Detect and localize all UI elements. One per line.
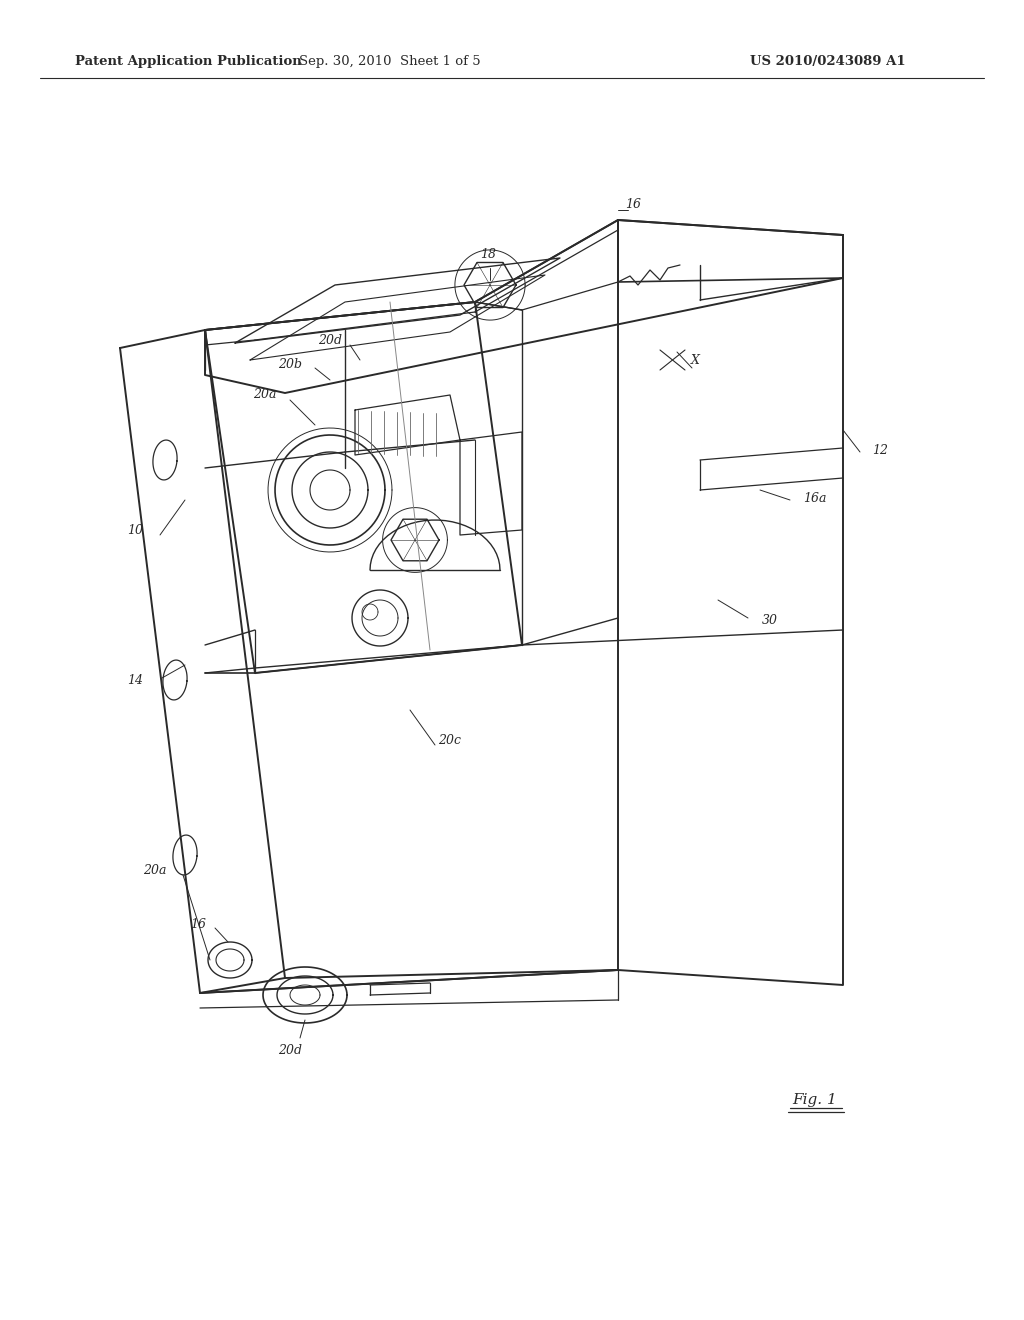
Text: 16: 16 (190, 919, 206, 932)
Text: 18: 18 (480, 248, 496, 261)
Text: Fig. 1: Fig. 1 (793, 1093, 838, 1107)
Text: Patent Application Publication: Patent Application Publication (75, 55, 302, 69)
Text: 16a: 16a (803, 491, 826, 504)
Text: 10: 10 (127, 524, 143, 536)
Text: 20d: 20d (278, 1044, 302, 1056)
Text: 30: 30 (762, 614, 778, 627)
Text: 20a: 20a (143, 863, 167, 876)
Text: Sep. 30, 2010  Sheet 1 of 5: Sep. 30, 2010 Sheet 1 of 5 (299, 55, 481, 69)
Text: 20b: 20b (278, 359, 302, 371)
Text: 20d: 20d (318, 334, 342, 346)
Text: 20c: 20c (438, 734, 462, 747)
Text: US 2010/0243089 A1: US 2010/0243089 A1 (750, 55, 905, 69)
Text: 16: 16 (625, 198, 641, 211)
Text: 20a: 20a (253, 388, 276, 401)
Text: X: X (690, 354, 699, 367)
Text: 14: 14 (127, 673, 143, 686)
Text: 12: 12 (872, 444, 888, 457)
